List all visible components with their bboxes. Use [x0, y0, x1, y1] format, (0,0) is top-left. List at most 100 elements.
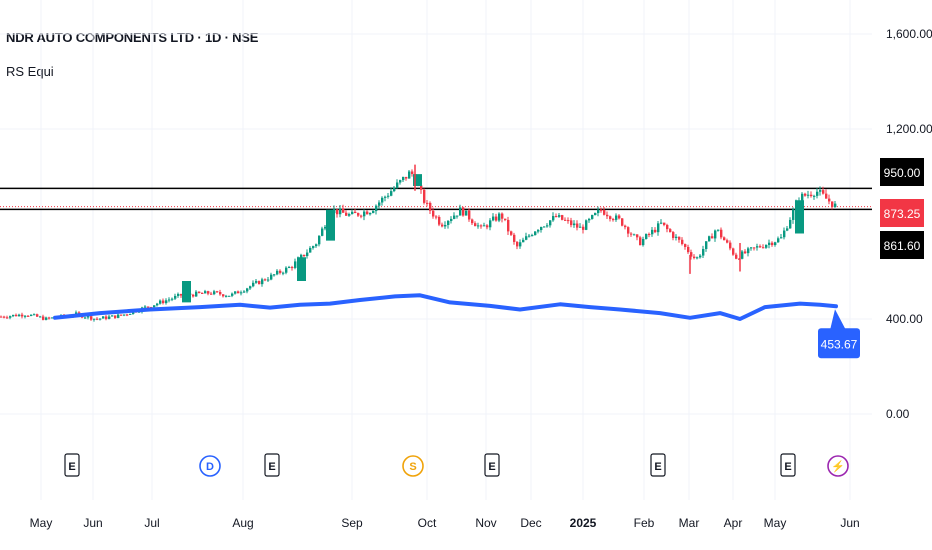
price-axis-tick-label: 1,600.00	[886, 27, 932, 41]
candle-body	[582, 226, 585, 230]
earnings-marker-icon[interactable]	[484, 453, 500, 477]
candle-body	[768, 242, 771, 245]
candle-body	[360, 215, 363, 217]
candle-body	[9, 316, 12, 318]
candle-body	[513, 234, 516, 242]
candle-body	[213, 291, 216, 295]
candle-body	[702, 249, 705, 256]
candle-body	[375, 205, 378, 212]
candle-body	[171, 298, 174, 300]
candle-body	[297, 257, 306, 281]
candle-body	[429, 202, 432, 211]
time-axis-label: Mar	[679, 516, 700, 530]
candle-body	[225, 295, 228, 297]
earnings-marker-icon[interactable]	[64, 453, 80, 477]
candle-body	[222, 294, 225, 297]
candle-body	[783, 230, 786, 238]
indicator-label[interactable]: RS Equi	[6, 64, 54, 79]
last-price-badge[interactable]	[880, 199, 924, 227]
time-axis-label: Aug	[232, 516, 253, 530]
candle-body	[459, 207, 462, 216]
candle-body	[468, 210, 471, 220]
candle-body	[33, 314, 36, 316]
candle-body	[774, 242, 777, 246]
candle-body	[357, 213, 360, 216]
candle-body	[657, 223, 660, 233]
candle-body	[444, 224, 447, 227]
earnings-marker-icon[interactable]	[650, 453, 666, 477]
candle-body	[168, 299, 171, 301]
candle-body	[546, 225, 549, 227]
candle-body	[465, 210, 468, 216]
candle-body	[165, 300, 168, 304]
candle-body	[192, 294, 195, 297]
dividend-marker-letter: D	[206, 461, 214, 473]
dividend-marker-icon[interactable]	[199, 455, 221, 477]
candle-body	[126, 314, 129, 316]
candle-body	[273, 274, 276, 276]
candle-body	[792, 209, 795, 220]
candle-body	[507, 219, 510, 232]
candle-body	[288, 267, 291, 269]
candle-body	[606, 214, 609, 217]
level-950-badge[interactable]	[880, 158, 924, 186]
earnings-marker-letter: E	[488, 461, 495, 473]
candle-body	[21, 314, 24, 317]
candle-body	[480, 225, 483, 227]
candle-body	[240, 292, 243, 294]
candle-body	[345, 212, 348, 216]
candle-body	[393, 187, 396, 192]
candle-body	[351, 211, 354, 215]
candle-body	[12, 314, 15, 317]
candle-body	[519, 242, 522, 247]
candle-body	[561, 215, 564, 220]
candle-body	[123, 314, 126, 316]
candle-body	[603, 209, 606, 215]
candle-body	[120, 314, 123, 316]
candle-body	[471, 219, 474, 224]
news-marker-icon[interactable]	[827, 455, 849, 477]
candle-body	[27, 315, 30, 317]
candle-body	[111, 315, 114, 317]
candle-body	[147, 306, 150, 308]
candle-body	[621, 218, 624, 226]
candle-body	[705, 241, 708, 250]
candle-body	[693, 256, 696, 259]
level-950-badge-text: 950.00	[884, 166, 921, 180]
candle-body	[789, 219, 792, 229]
candle-body	[510, 231, 513, 235]
candle-body	[738, 258, 741, 260]
candle-body	[246, 288, 249, 292]
split-marker-icon[interactable]	[402, 455, 424, 477]
level-861-badge-text: 861.60	[884, 239, 921, 253]
candle-body	[303, 254, 306, 257]
split-marker-letter: S	[409, 461, 416, 473]
candle-body	[642, 238, 645, 246]
candle-body	[3, 316, 6, 318]
candle-body	[588, 218, 591, 221]
candle-body	[108, 316, 111, 319]
candle-body	[573, 223, 576, 226]
candle-body	[651, 229, 654, 235]
candle-body	[627, 227, 630, 234]
candle-body	[18, 314, 21, 317]
candle-body	[423, 189, 426, 203]
level-861-badge[interactable]	[880, 231, 924, 259]
candle-body	[717, 229, 720, 231]
rs-equi-line[interactable]	[53, 293, 838, 321]
candle-body	[45, 317, 48, 320]
candle-body	[690, 252, 693, 257]
candle-body	[372, 211, 375, 213]
candle-body	[51, 317, 54, 319]
candle-body	[420, 185, 423, 190]
candle-body	[834, 203, 837, 208]
candle-body	[306, 252, 309, 257]
candle-body	[822, 190, 825, 194]
candle-body	[564, 219, 567, 221]
earnings-marker-icon[interactable]	[264, 453, 280, 477]
candle-body	[744, 251, 747, 254]
earnings-marker-icon[interactable]	[780, 453, 796, 477]
candle-body	[735, 254, 738, 259]
candle-body	[348, 214, 351, 216]
